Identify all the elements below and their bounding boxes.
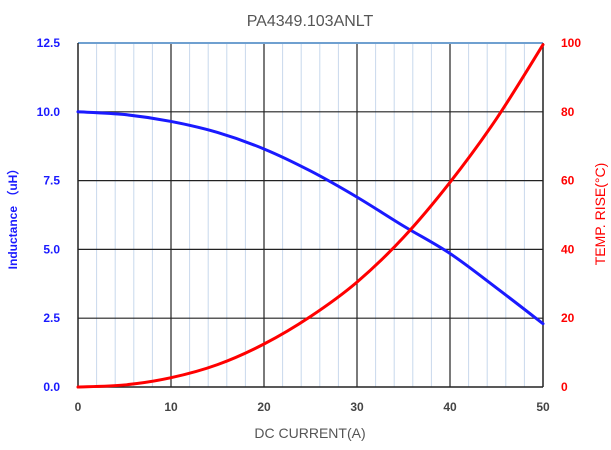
x-tick-label: 20 (257, 400, 271, 414)
inductance-series-line (76, 110, 545, 326)
series-layer (76, 43, 545, 389)
x-tick-label: 30 (350, 400, 364, 414)
grid-layer (77, 42, 544, 388)
chart-title: PA4349.103ANLT (247, 13, 374, 30)
x-tick-label: 0 (75, 400, 82, 414)
y-right-tick-label: 100 (561, 36, 581, 50)
y-right-tick-label: 20 (561, 311, 575, 325)
tick-layer: 0 10 20 30 40 50 0.0 2.5 5.0 7.5 10.0 12.5 0 20 40 60 80… (37, 36, 582, 414)
y-left-tick-label: 2.5 (43, 311, 60, 325)
x-tick-label: 40 (443, 400, 457, 414)
x-axis-label: DC CURRENT(A) (254, 425, 365, 441)
y-axis-left-label: Inductance （uH） (5, 163, 20, 270)
y-left-tick-label: 10.0 (37, 105, 61, 119)
y-right-tick-label: 40 (561, 242, 575, 256)
y-axis-right-label: TEMP. RISE(°C) (592, 163, 608, 266)
y-right-tick-label: 60 (561, 174, 575, 188)
x-tick-label: 10 (164, 400, 178, 414)
x-tick-label: 50 (536, 400, 550, 414)
y-left-tick-label: 0.0 (43, 380, 60, 394)
y-left-tick-label: 5.0 (43, 242, 60, 256)
temp-rise-series-line (76, 43, 545, 389)
y-left-tick-label: 12.5 (37, 36, 61, 50)
y-right-tick-label: 80 (561, 105, 575, 119)
y-right-tick-label: 0 (561, 380, 568, 394)
y-left-tick-label: 7.5 (43, 174, 60, 188)
